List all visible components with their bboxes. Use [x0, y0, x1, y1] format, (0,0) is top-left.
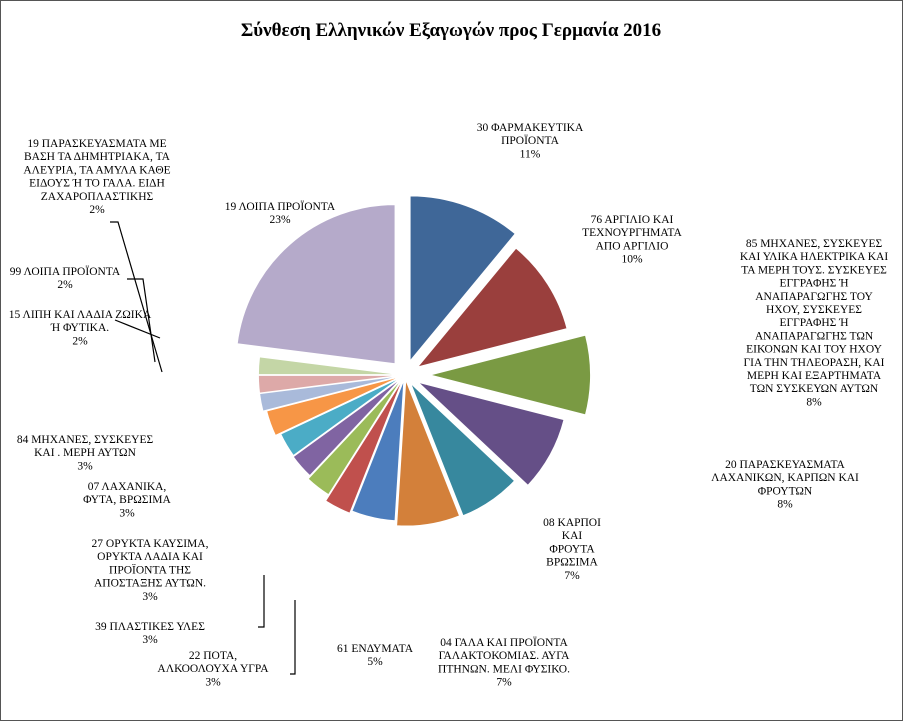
slice-label: 19 ΛΟΙΠΑ ΠΡΟΪΟΝΤΑ 23% — [225, 199, 336, 226]
leader-line — [110, 221, 163, 373]
slice-labels: 30 ΦΑΡΜΑΚΕΥΤΙΚΑ ΠΡΟΪΟΝΤΑ 11% 76 ΑΡΓΙΛΙΟ ΚΑΙ… — [9, 122, 889, 689]
pie-slice — [292, 377, 402, 477]
slice-label: 20 ΠΑΡΑΣΚΕΥΑΣΜΑΤΑ ΛΑΧΑΝΙΚΩΝ, ΚΑΡΠΩΝ ΚΑΙ ΦΡ… — [711, 459, 859, 511]
slice-label: 76 ΑΡΓΙΛΙΟ ΚΑΙ ΤΕΧΝΟΥΡΓΗΜΑΤΑ ΑΠΟ ΑΡΓΙΛΙΟ 10… — [582, 214, 682, 266]
slice-label: 61 ΕΝΔΥΜΑΤΑ 5% — [337, 643, 414, 668]
slice-label: 84 ΜΗΧΑΝΕΣ, ΣΥΣΚΕΥΕΣ ΚΑΙ . ΜΕΡΗ ΑΥΤΩΝ 3% — [17, 434, 154, 472]
leader-line — [290, 600, 296, 675]
pie-slice — [351, 379, 405, 522]
slice-label: 99 ΛΟΙΠΑ ΠΡΟΪΟΝΤΑ 2% — [10, 264, 121, 291]
slice-label: 30 ΦΑΡΜΑΚΕΥΤΙΚΑ ΠΡΟΪΟΝΤΑ 11% — [477, 122, 584, 160]
pie-slice — [410, 382, 516, 517]
pie-slice — [416, 247, 568, 368]
pie-slice — [259, 375, 401, 412]
slice-label: 85 ΜΗΧΑΝΕΣ, ΣΥΣΚΕΥΕΣ ΚΑΙ ΥΛΙΚΑ ΗΛΕΚΤΡΙΚΑ … — [740, 238, 889, 408]
pie-slice — [257, 356, 401, 376]
leader-line — [258, 575, 265, 628]
slice-label: 15 ΛΙΠΗ ΚΑΙ ΛΑΔΙΑ ΖΩΙΚΑ Ή ΦΥΤΙΚΑ. 2% — [9, 309, 152, 347]
leader-line — [114, 319, 161, 339]
pie-slice — [266, 376, 401, 437]
pie-slice — [409, 195, 516, 363]
pie-slice — [417, 381, 565, 487]
slice-label: 19 ΠΑΡΑΣΚΕΥΑΣΜΑΤΑ ΜΕ ΒΑΣΗ ΤΑ ΔΗΜΗΤΡΙΑΚΑ, … — [23, 138, 170, 216]
leader-lines — [110, 221, 296, 675]
slice-label: 27 ΟΡΥΚΤΑ ΚΑΥΣΙΜΑ, ΟΡΥΚΤΑ ΛΑΔΙΑ ΚΑΙ ΠΡΟΪΟΝ… — [92, 538, 209, 603]
pie-slices — [236, 195, 592, 527]
slice-label: 39 ΠΛΑΣΤΙΚΕΣ ΥΛΕΣ 3% — [95, 621, 205, 646]
pie-slice — [429, 334, 592, 416]
pie-slice — [396, 379, 461, 527]
pie-slice — [257, 374, 401, 394]
pie-slice — [236, 204, 396, 365]
pie-slice — [307, 378, 403, 496]
slice-label: 04 ΓΑΛΑ ΚΑΙ ΠΡΟΪΟΝΤΑ ΓΑΛΑΚΤΟΚΟΜΙΑΣ. ΑΥΓΑ Π… — [438, 635, 570, 689]
slice-label: 08 ΚΑΡΠΟΙ ΚΑΙ ΦΡΟΥΤΑ ΒΡΩΣΙΜΑ 7% — [543, 517, 601, 582]
slice-label: 22 ΠΟΤΑ, ΑΛΚΟΟΛΟΥΧΑ ΥΓΡΑ 3% — [157, 650, 269, 688]
pie-slice — [324, 379, 404, 514]
slice-label: 07 ΛΑΧΑΝΙΚΑ, ΦΥΤΑ, ΒΡΩΣΙΜΑ 3% — [83, 481, 171, 519]
pie-slice — [280, 377, 401, 457]
chart-title: Σύνθεση Ελληνικών Εξαγωγών προς Γερμανία… — [241, 20, 661, 41]
